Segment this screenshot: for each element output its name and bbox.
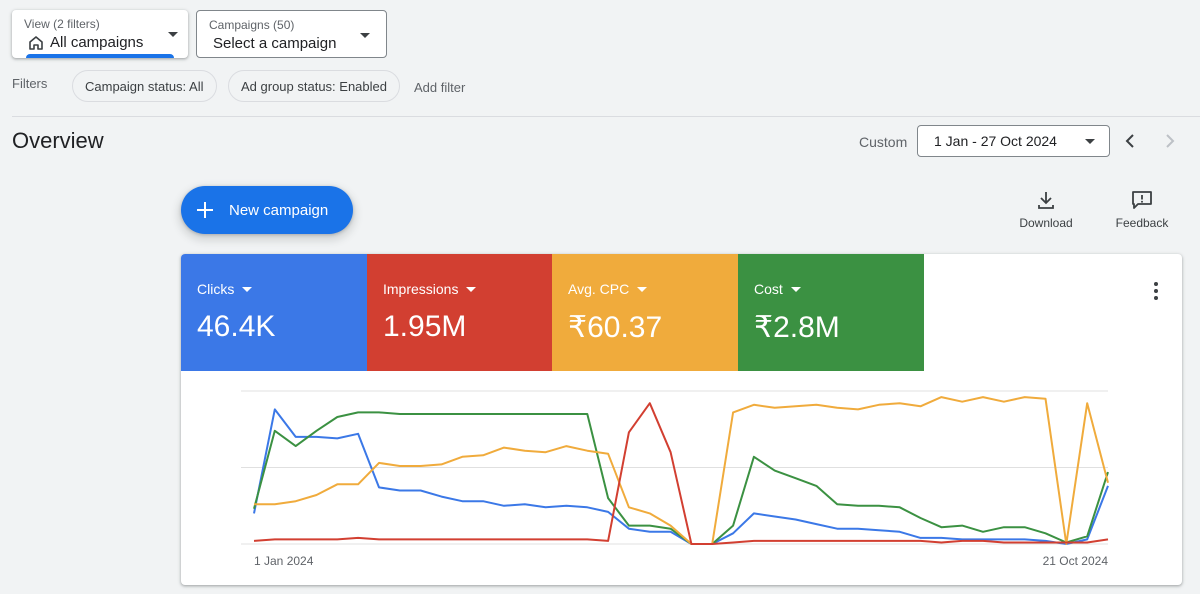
metric-impressions-label-wrap: Impressions (383, 281, 477, 297)
metric-cost[interactable]: Cost ₹2.8M (738, 254, 924, 371)
view-selector-caption: View (2 filters) (24, 17, 100, 31)
series-line-0 (253, 408, 1109, 545)
x-tick-label-start: 1 Jan 2024 (254, 554, 314, 568)
download-label: Download (1019, 216, 1073, 230)
more-options-icon[interactable] (1154, 282, 1158, 300)
metric-impressions-label: Impressions (383, 281, 459, 297)
view-selector[interactable]: View (2 filters) All campaigns (12, 10, 188, 58)
metric-avg-cpc[interactable]: Avg. CPC ₹60.37 (552, 254, 738, 371)
metric-impressions-value: 1.95M (383, 310, 467, 343)
metric-avg-cpc-label-wrap: Avg. CPC (568, 281, 648, 297)
chevron-down-icon (466, 286, 477, 292)
filter-chip-campaign-status[interactable]: Campaign status: All (72, 70, 217, 102)
view-selector-indicator (26, 54, 174, 58)
filter-chip-ad-group-status[interactable]: Ad group status: Enabled (228, 70, 400, 102)
campaign-selector-text: Select a campaign (213, 35, 337, 52)
chevron-right-icon (1166, 134, 1175, 148)
previous-period-button[interactable] (1116, 127, 1144, 155)
chevron-left-icon (1125, 134, 1134, 148)
date-range-value: 1 Jan - 27 Oct 2024 (934, 133, 1057, 149)
view-selector-value: All campaigns (28, 34, 143, 51)
metric-impressions[interactable]: Impressions 1.95M (367, 254, 553, 371)
campaign-selector-caption: Campaigns (50) (209, 18, 295, 32)
feedback-button[interactable]: Feedback (1110, 190, 1174, 230)
chevron-down-icon (1085, 139, 1095, 144)
page-title: Overview (12, 128, 104, 153)
feedback-icon (1132, 191, 1152, 209)
metric-cost-label-wrap: Cost (754, 281, 801, 297)
home-icon (29, 35, 43, 50)
series-line-1 (253, 411, 1109, 545)
chevron-down-icon (242, 286, 253, 292)
divider (12, 116, 1200, 117)
chevron-down-icon (637, 286, 648, 292)
next-period-button[interactable] (1156, 127, 1184, 155)
download-button[interactable]: Download (1014, 190, 1078, 230)
date-range-selector[interactable]: 1 Jan - 27 Oct 2024 (917, 125, 1110, 157)
chevron-down-icon (168, 32, 178, 37)
new-campaign-button[interactable]: New campaign (181, 186, 353, 234)
metric-avg-cpc-label: Avg. CPC (568, 281, 630, 297)
x-tick-label-end: 21 Oct 2024 (1043, 554, 1109, 568)
campaign-selector-label: Select a campaign (213, 35, 336, 52)
series-line-3 (253, 402, 1109, 545)
metric-clicks[interactable]: Clicks 46.4K (181, 254, 367, 371)
feedback-label: Feedback (1115, 216, 1169, 230)
campaign-selector[interactable]: Campaigns (50) Select a campaign (196, 10, 387, 58)
series-line-2 (254, 396, 1109, 545)
performance-chart: 1 Jan 2024 21 Oct 2024 (241, 390, 1109, 568)
metric-clicks-label-wrap: Clicks (197, 281, 253, 297)
view-selector-label: All campaigns (50, 34, 144, 51)
plus-icon (197, 202, 213, 218)
download-icon (1038, 192, 1054, 209)
performance-card: Clicks 46.4K Impressions 1.95M Avg. CPC … (181, 254, 1182, 585)
metric-clicks-value: 46.4K (197, 310, 276, 343)
chart-lines (253, 396, 1109, 545)
new-campaign-label: New campaign (229, 201, 329, 219)
metric-clicks-label: Clicks (197, 281, 235, 297)
add-filter-link[interactable]: Add filter (414, 80, 466, 95)
chevron-down-icon (790, 286, 801, 292)
metric-cost-label: Cost (754, 281, 783, 297)
metric-cost-value: ₹2.8M (754, 311, 840, 344)
date-mode-label: Custom (859, 134, 908, 150)
filters-label: Filters (12, 76, 48, 91)
chevron-down-icon (360, 33, 370, 38)
metric-avg-cpc-value: ₹60.37 (568, 311, 663, 344)
